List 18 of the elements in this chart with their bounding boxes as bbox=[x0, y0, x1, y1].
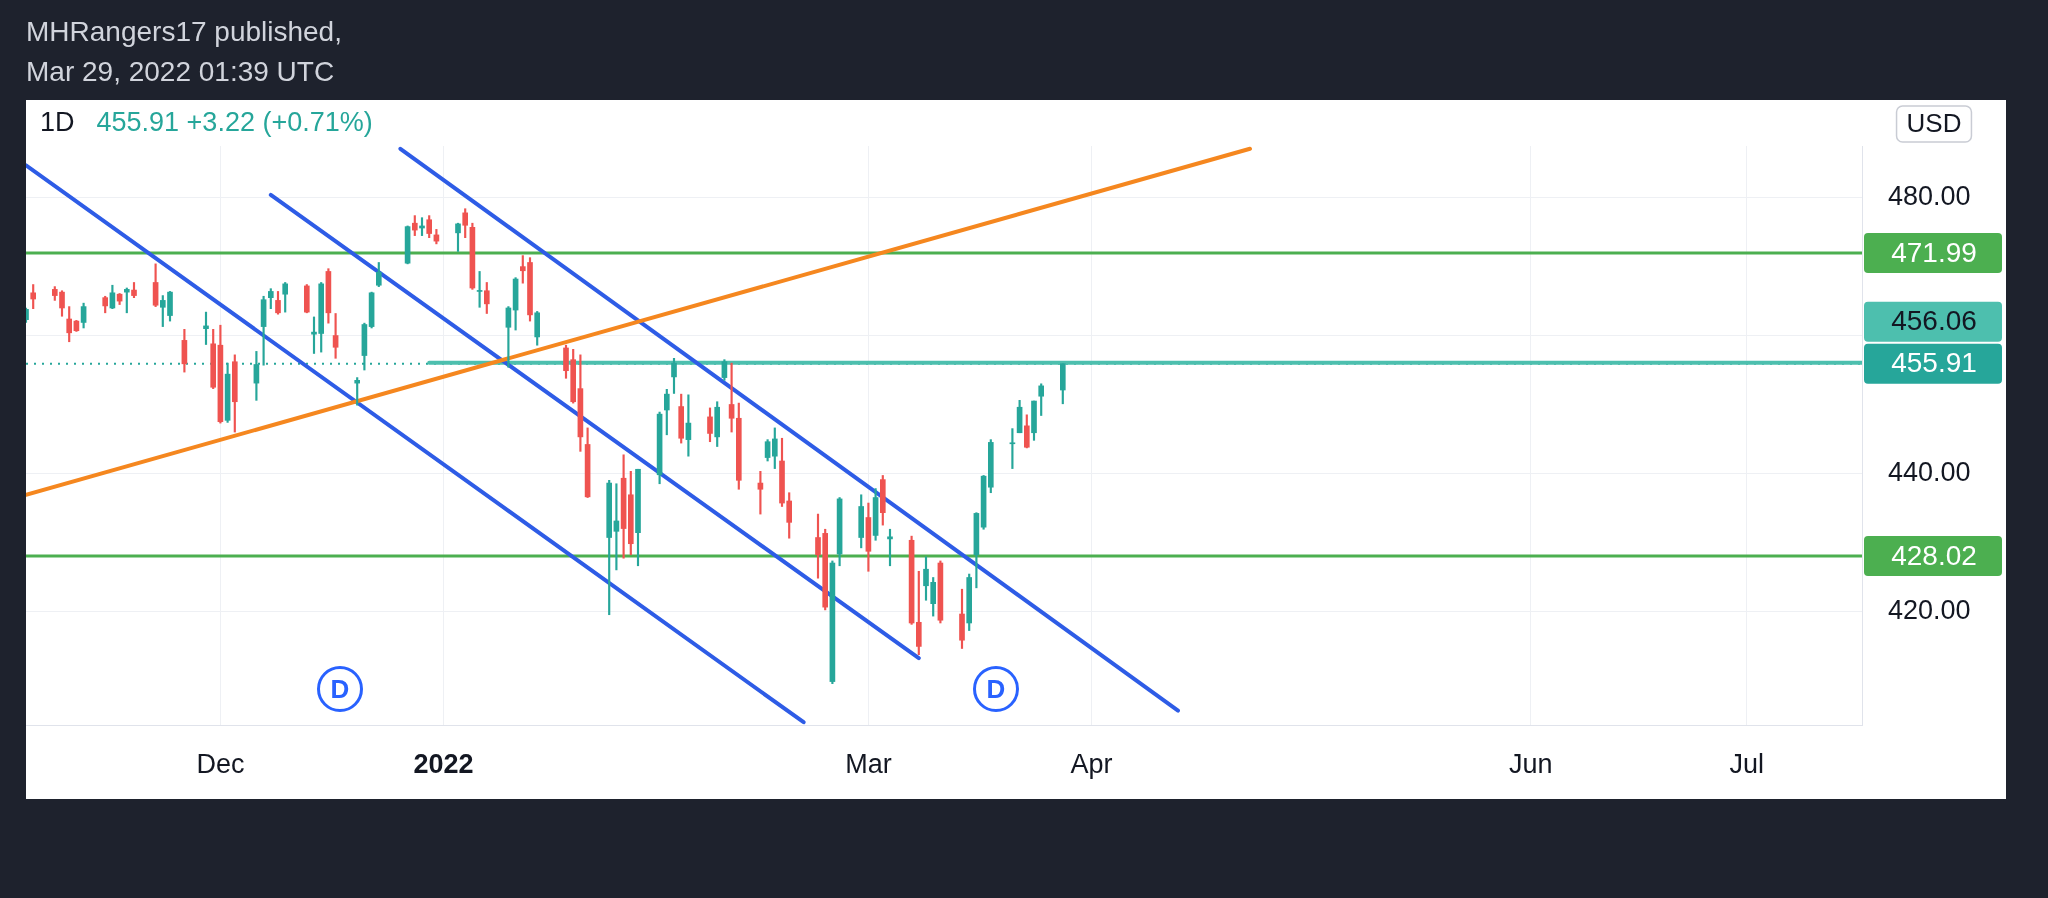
x-tick-label: Jun bbox=[1509, 748, 1553, 779]
x-tick-label: Mar bbox=[845, 748, 892, 779]
ref-line-label: 428.02 bbox=[1891, 539, 1977, 571]
y-tick-label: 480.00 bbox=[1888, 181, 1971, 212]
ref-line-label: 455.91 bbox=[1891, 347, 1977, 379]
text: MHRangers17 published, bbox=[26, 15, 342, 49]
chart-title: 1D bbox=[40, 107, 75, 138]
ref-line-label: 471.99 bbox=[1891, 236, 1977, 268]
chart-subtitle: 455.91 +3.22 (+0.71%) bbox=[96, 107, 373, 138]
y-tick-label: 440.00 bbox=[1888, 456, 1971, 487]
x-tick-label: Apr bbox=[1070, 748, 1113, 779]
y-axis-title: USD bbox=[1906, 108, 1962, 139]
x-tick-label: Jul bbox=[1729, 748, 1765, 779]
data-label: 456.06 bbox=[1891, 305, 1977, 337]
x-tick-label: Dec bbox=[196, 748, 245, 779]
x-tick-label: 2022 bbox=[413, 748, 474, 779]
text: Mar 29, 2022 01:39 UTC bbox=[26, 55, 336, 89]
y-tick-label: 420.00 bbox=[1888, 594, 1971, 625]
